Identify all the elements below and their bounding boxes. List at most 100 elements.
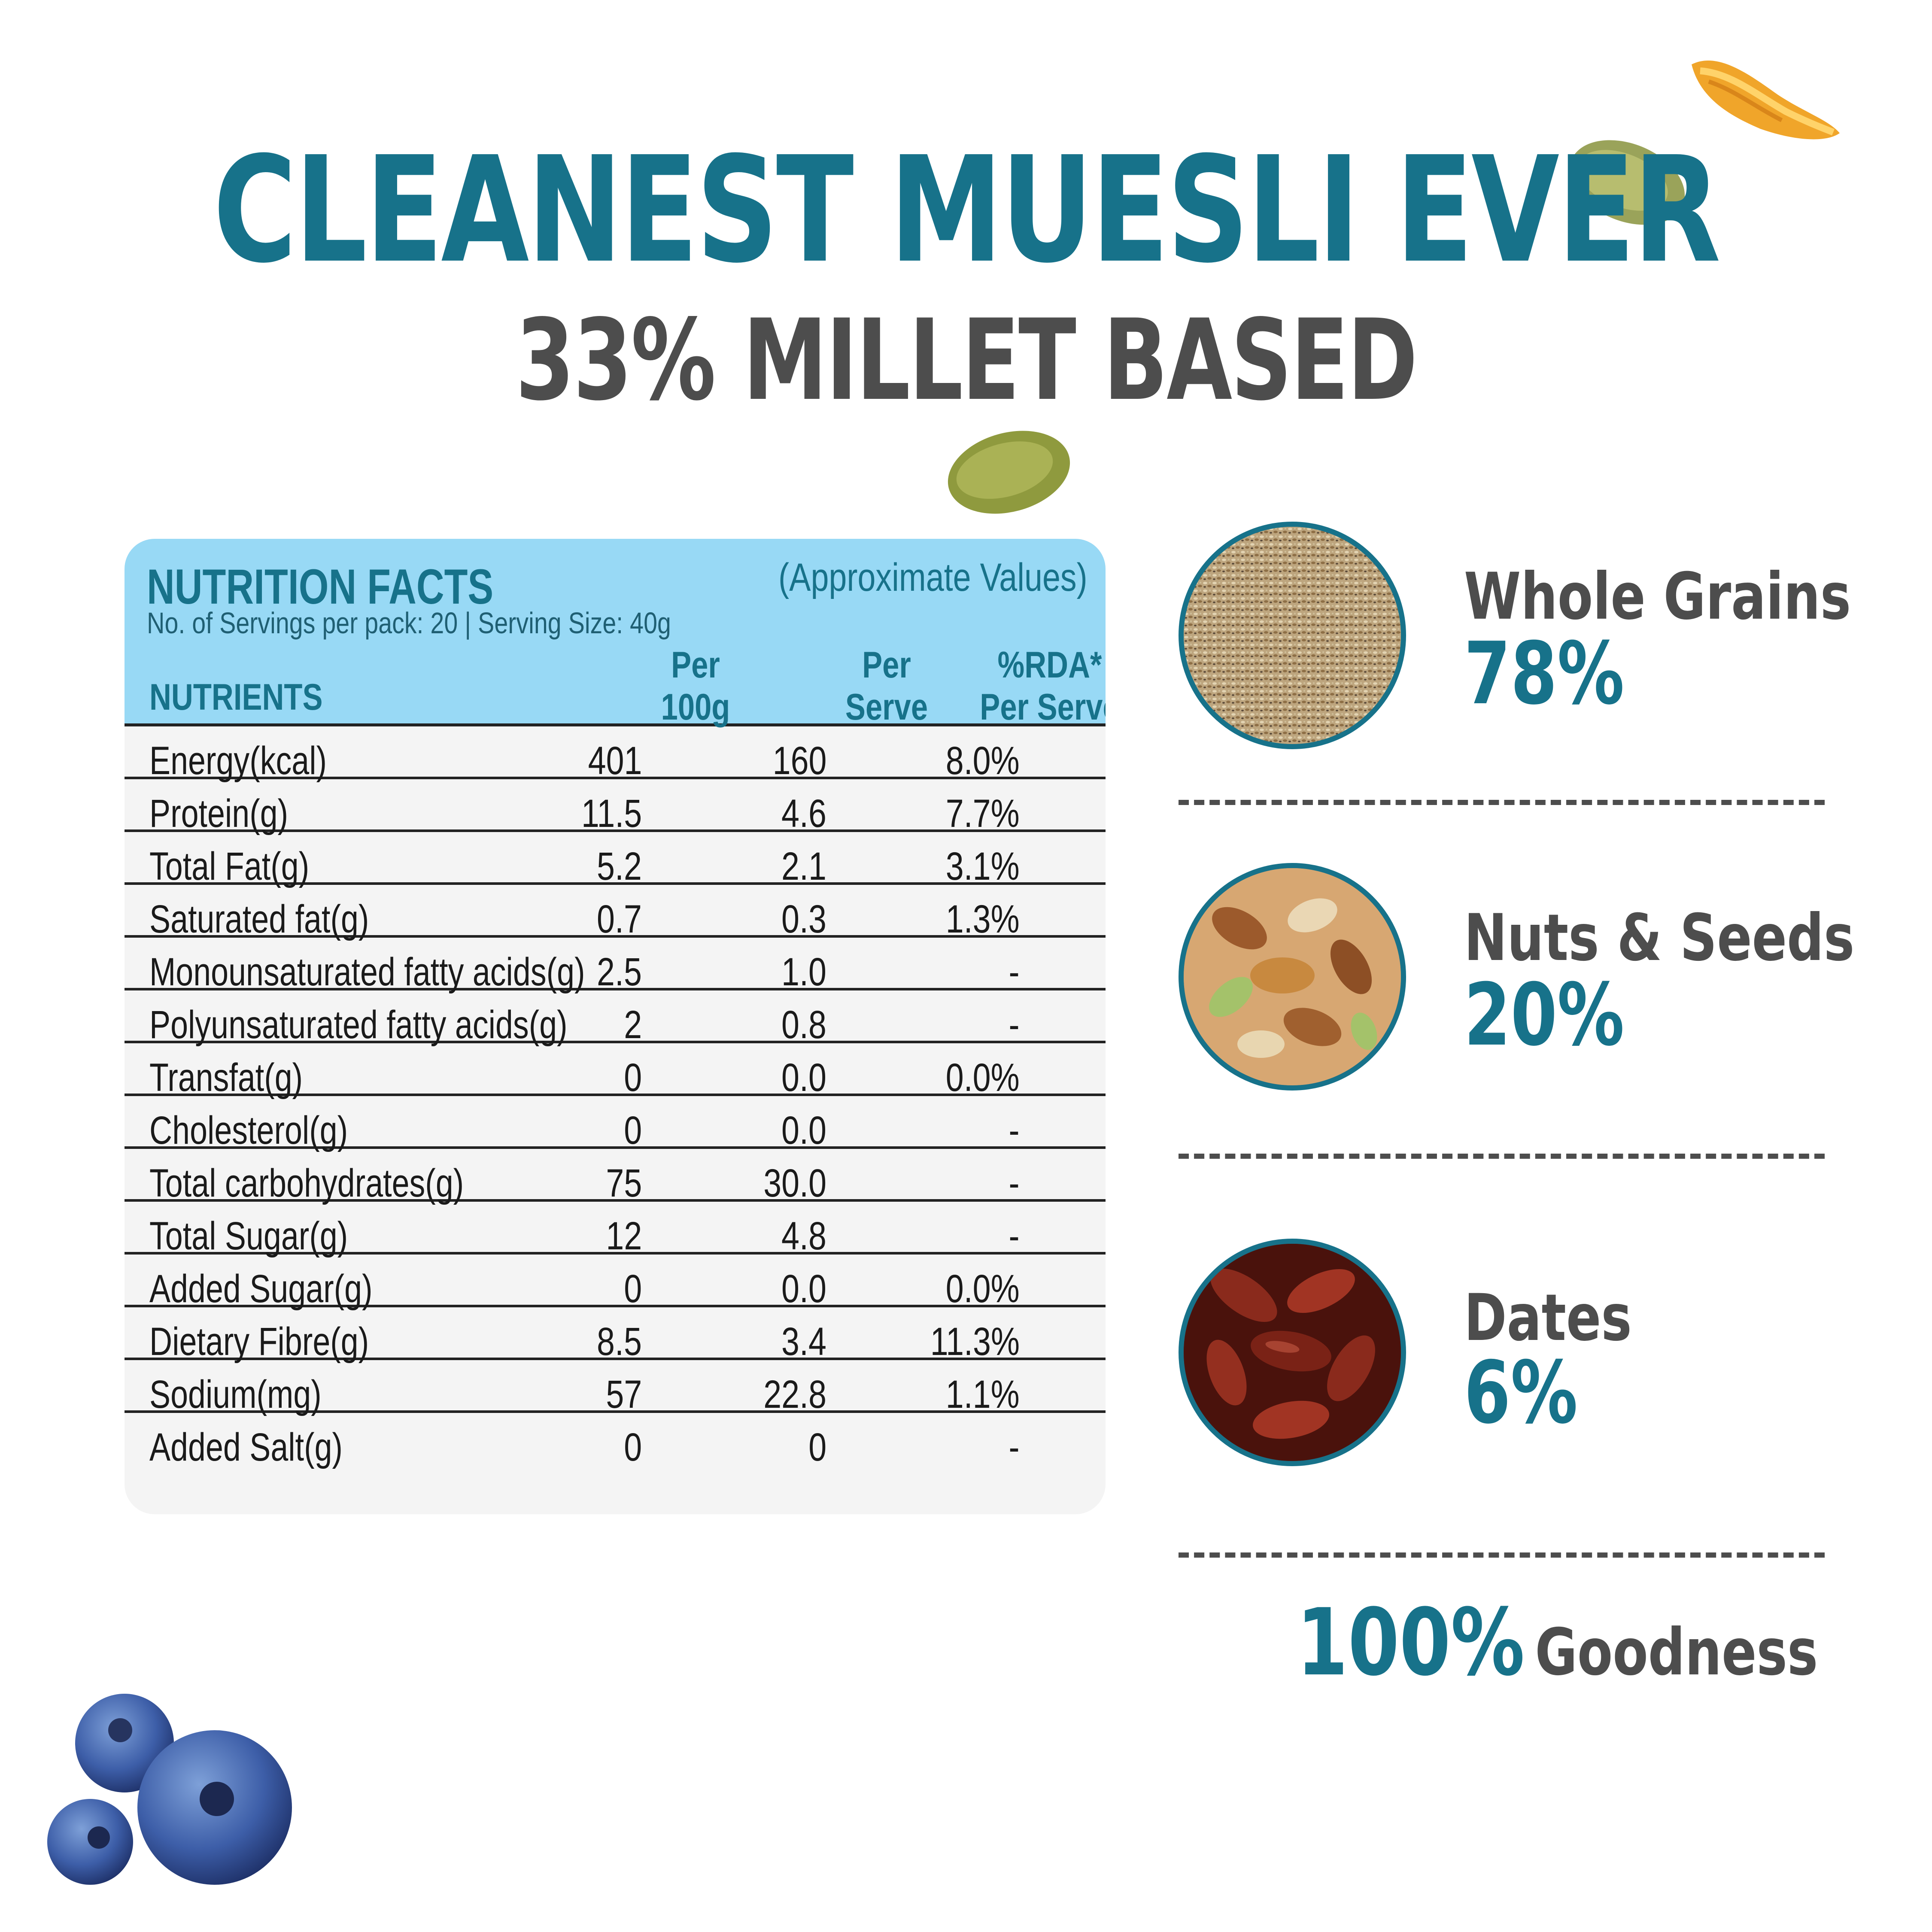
table-row: Sodium(mg) 57 22.8 1.1% [125,1360,1106,1416]
subheadline: 33% MILLET BASED [515,296,1418,425]
value-per-100g: 5.2 [597,844,642,888]
nutrient-name: Energy(kcal) [149,739,327,783]
value-per-100g: 401 [588,739,642,783]
table-row: Total Fat(g) 5.2 2.1 3.1% [125,832,1106,888]
ingredient-percent: 78% [1464,624,1625,724]
nuts-bowl-icon [1179,863,1406,1091]
column-header-per-100g: Per 100g [661,644,730,728]
table-row: Energy(kcal) 401 160 8.0% [125,726,1106,783]
ingredient-name: Whole Grains [1464,559,1851,634]
value-per-100g: 0 [624,1267,642,1311]
nutrient-name: Cholesterol(g) [149,1109,348,1152]
pumpkin-seed-icon [1569,140,1685,225]
table-row: Cholesterol(g) 0 0.0 - [125,1096,1106,1152]
value-rda: - [1009,1425,1020,1469]
value-per-serve: 3.4 [781,1320,826,1364]
ingredient-percent: 6% [1464,1343,1578,1443]
value-rda: 8.0% [946,739,1020,783]
value-per-serve: 0.8 [781,1003,826,1047]
nutrition-facts-panel: NUTRITION FACTS (Approximate Values) No.… [125,539,1106,1514]
value-per-serve: 1.0 [781,950,826,994]
cornflake-icon [1692,60,1840,140]
value-rda: 1.3% [946,897,1020,941]
total-label: Goodness [1535,1615,1818,1690]
value-per-100g: 8.5 [597,1320,642,1364]
value-per-serve: 22.8 [763,1373,826,1416]
nutrition-title: NUTRITION FACTS [147,559,494,614]
nutrient-name: Polyunsaturated fatty acids(g) [149,1003,568,1047]
value-rda: 11.3% [930,1320,1020,1364]
value-rda: - [1009,1109,1020,1152]
value-per-100g: 0 [624,1056,642,1100]
nutrient-name: Transfat(g) [149,1056,303,1100]
dates-bowl-icon [1179,1239,1406,1466]
table-row: Added Sugar(g) 0 0.0 0.0% [125,1255,1106,1311]
value-per-100g: 2.5 [597,950,642,994]
value-per-100g: 11.5 [581,792,642,835]
total-goodness: 100% Goodness [1297,1589,1818,1696]
nutrient-name: Total Sugar(g) [149,1214,348,1258]
value-per-100g: 0.7 [597,897,642,941]
column-header-rda: %RDA* Per Serve [980,644,1106,728]
column-header-per-serve: Per Serve [845,644,928,728]
table-row: Monounsaturated fatty acids(g) 2.5 1.0 - [125,938,1106,994]
table-row: Total Sugar(g) 12 4.8 - [125,1202,1106,1258]
value-per-100g: 0 [624,1425,642,1469]
column-header-nutrients: NUTRIENTS [149,677,323,718]
nutrient-name: Sodium(mg) [149,1373,322,1416]
pumpkin-seed-icon-2 [948,431,1070,514]
divider [1179,800,1825,805]
ingredient-name: Dates [1464,1281,1632,1355]
table-row: Protein(g) 11.5 4.6 7.7% [125,779,1106,835]
table-row: Total carbohydrates(g) 75 30.0 - [125,1149,1106,1205]
nutrition-rows: Energy(kcal) 401 160 8.0% Protein(g) 11.5 4.6… [125,726,1106,1469]
value-per-serve: 0.0 [781,1267,826,1311]
value-rda: 0.0% [946,1267,1020,1311]
value-per-100g: 2 [624,1003,642,1047]
value-rda: 7.7% [946,792,1020,835]
value-per-serve: 30.0 [763,1161,826,1205]
value-per-100g: 12 [606,1214,642,1258]
value-per-100g: 0 [624,1109,642,1152]
nutrient-name: Added Sugar(g) [149,1267,373,1311]
nutrition-header: NUTRITION FACTS (Approximate Values) No.… [125,539,1106,728]
blueberries-icon [47,1694,292,1885]
divider [1179,1552,1825,1558]
grains-bowl-icon [1179,522,1406,749]
table-row: Saturated fat(g) 0.7 0.3 1.3% [125,885,1106,941]
nutrient-name: Total carbohydrates(g) [149,1161,464,1205]
value-rda: - [1009,1003,1020,1047]
value-rda: - [1009,950,1020,994]
value-rda: - [1009,1214,1020,1258]
ingredient-percent: 20% [1464,965,1625,1065]
table-row: Dietary Fibre(g) 8.5 3.4 11.3% [125,1307,1106,1364]
servings-info: No. of Servings per pack: 20 | Serving S… [147,606,671,640]
value-per-100g: 57 [606,1373,642,1416]
nutrient-name: Protein(g) [149,792,289,835]
value-per-serve: 4.8 [781,1214,826,1258]
value-rda: 1.1% [946,1373,1020,1416]
nutrient-name: Dietary Fibre(g) [149,1320,369,1364]
value-per-serve: 4.6 [781,792,826,835]
nutrient-name: Added Salt(g) [149,1425,343,1469]
nutrient-name: Monounsaturated fatty acids(g) [149,950,585,994]
value-per-serve: 0 [808,1425,826,1469]
total-percent: 100% [1297,1589,1525,1696]
value-rda: 0.0% [946,1056,1020,1100]
divider [1179,1154,1825,1159]
value-per-serve: 0.3 [781,897,826,941]
nutrient-name: Total Fat(g) [149,844,310,888]
value-per-serve: 0.0 [781,1056,826,1100]
table-row: Transfat(g) 0 0.0 0.0% [125,1043,1106,1100]
table-row: Polyunsaturated fatty acids(g) 2 0.8 - [125,990,1106,1047]
headline: CLEANEST MUESLI EVER [213,125,1721,295]
value-per-100g: 75 [606,1161,642,1205]
ingredient-name: Nuts & Seeds [1464,901,1855,975]
value-per-serve: 2.1 [781,844,826,888]
nutrient-name: Saturated fat(g) [149,897,369,941]
approx-note: (Approximate Values) [778,556,1088,599]
table-row: Added Salt(g) 0 0 - [125,1413,1106,1469]
value-rda: - [1009,1161,1020,1205]
value-per-serve: 160 [772,739,826,783]
value-per-serve: 0.0 [781,1109,826,1152]
